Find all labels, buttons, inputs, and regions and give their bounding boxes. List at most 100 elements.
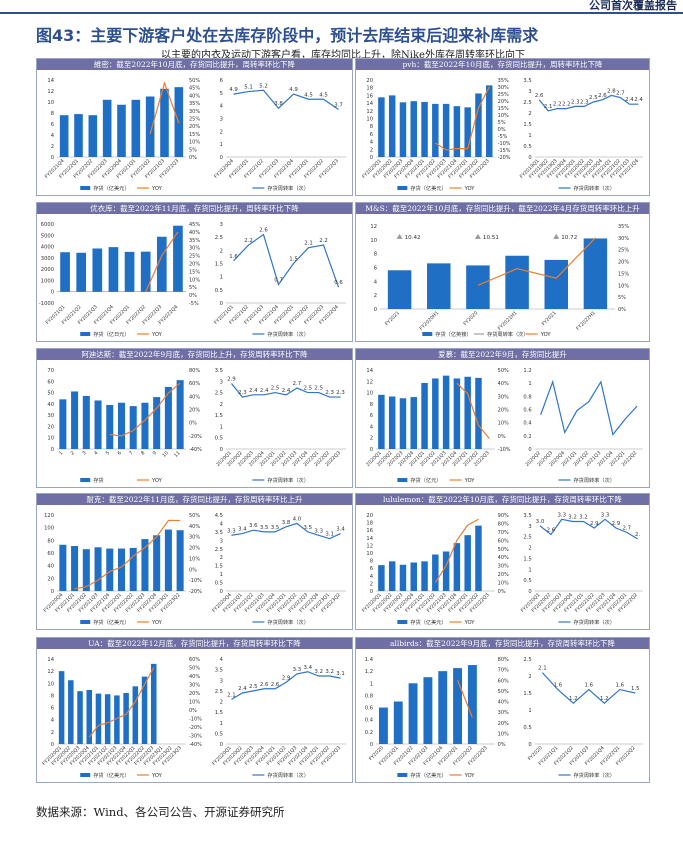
- x-tick-label: FY2021: [384, 310, 401, 327]
- x-tick-label: FY2021H1: [497, 310, 519, 332]
- chart-victorias-secret: 02468101214FY2021Q4FY2022Q1FY2022Q2FY202…: [44, 78, 346, 192]
- y2-tick-label: 20%: [189, 408, 200, 414]
- y2-tick-label: 60%: [498, 538, 509, 544]
- y2-tick-label: 25%: [498, 92, 509, 98]
- y2-tick-label: 35%: [618, 224, 629, 230]
- data-label: 2.8: [607, 88, 616, 94]
- y-tick-label: 4: [370, 424, 374, 430]
- y-tick-label: 1.2: [523, 368, 531, 374]
- y-tick-label: 2: [370, 147, 373, 153]
- y-tick-label: 4: [220, 104, 224, 110]
- data-label: 4.9: [229, 87, 238, 93]
- y-tick-label: 0: [528, 589, 531, 595]
- bar: [432, 378, 439, 449]
- y-tick-label: 3.5: [215, 368, 223, 374]
- turnover-line: [540, 379, 638, 436]
- bar: [60, 252, 70, 292]
- y-tick-label: 0: [51, 589, 54, 595]
- y2-tick-label: 40%: [498, 700, 509, 706]
- y-tick-label: 3: [220, 222, 223, 228]
- bar: [117, 104, 126, 157]
- data-label: 1.2: [600, 696, 609, 702]
- bar: [421, 561, 428, 591]
- data-label: 2.4: [282, 388, 291, 394]
- data-label: 2.9: [612, 521, 621, 527]
- y2-tick-label: 35%: [189, 238, 200, 244]
- y-tick-label: 120: [44, 513, 54, 519]
- bar: [388, 95, 396, 157]
- data-label: 4.5: [319, 92, 328, 98]
- yoy-line: [88, 667, 155, 738]
- legend-turnover-label: 存货周转率（次）: [573, 771, 615, 779]
- y-tick-label: 0.5: [523, 725, 531, 731]
- y-tick-label: 1.5: [215, 564, 223, 570]
- y2-tick-label: 30%: [618, 236, 629, 242]
- bar: [150, 663, 157, 744]
- panel-header: 优衣库：截至2022年11月底，存货同比提升，周转率环比下降: [37, 203, 352, 214]
- data-label: 1.2: [569, 696, 578, 702]
- legend-turnover-label: 存货周转率（次）: [267, 618, 309, 626]
- y-tick-label: 12: [370, 224, 377, 230]
- x-tick-label: 4: [93, 450, 99, 456]
- y-tick-label: 1: [220, 275, 223, 281]
- y-tick-label: 0: [370, 447, 373, 453]
- data-label: 3.6: [249, 523, 258, 529]
- bar: [140, 251, 151, 292]
- x-tick-label: 6: [117, 450, 123, 456]
- bar: [58, 671, 65, 744]
- y-tick-label: 2: [374, 293, 377, 299]
- y-tick-label: 1: [528, 133, 531, 139]
- y-tick-label: 0.2: [365, 730, 373, 736]
- y-tick-label: 10: [47, 681, 54, 687]
- y-tick-label: 0: [220, 301, 223, 307]
- bar: [432, 554, 439, 591]
- y2-tick-label: 35%: [189, 101, 200, 107]
- bar: [114, 695, 120, 744]
- y-tick-label: 0: [51, 742, 54, 748]
- y-tick-label: 6: [370, 566, 373, 572]
- turnover-line: [231, 522, 341, 540]
- y-tick-label: 3: [220, 678, 223, 684]
- y-tick-label: 10: [366, 117, 373, 123]
- panel-aimer: 爱慕：截至2022年9月，存货同比提升 0 2 4 6 8 10 12 14 2020Q1 202…: [355, 348, 650, 488]
- y-tick-label: 3.5: [523, 78, 531, 84]
- data-label: 2.5: [589, 95, 598, 101]
- legend-yoy-label: YOY: [151, 332, 163, 338]
- y-tick-label: 1.4: [365, 657, 374, 663]
- y2-tick-label: 0%: [189, 421, 197, 427]
- y-tick-label: 6: [51, 706, 54, 712]
- y-tick-label: 14: [47, 78, 54, 84]
- data-label: 2.1: [538, 666, 547, 672]
- yoy-line: [477, 237, 596, 286]
- panel-pvh: pvh：截至2022年10月底，存货同比提升，周转率环比下降 0 2 4 6 8 10 12…: [355, 58, 650, 196]
- y2-tick-label: 30%: [498, 564, 509, 570]
- bar: [399, 564, 407, 591]
- y2-tick-label: 40%: [498, 555, 509, 561]
- legend-bar-label: 存货（亿日元）: [93, 330, 129, 338]
- bar: [129, 547, 137, 591]
- y2-tick-label: 45%: [189, 222, 200, 228]
- y-tick-label: 6: [370, 413, 373, 419]
- legend-yoy-label: YOY: [464, 478, 476, 484]
- y2-tick-label: 40%: [189, 674, 200, 680]
- y-tick-label: 5000: [41, 233, 54, 239]
- y-tick-label: 2.5: [215, 391, 223, 397]
- data-label: 3.2: [314, 669, 323, 675]
- legend-bar-label: 存货（亿美元）: [93, 771, 129, 779]
- y-tick-label: 2: [528, 674, 531, 680]
- data-label: 2.6: [271, 682, 280, 688]
- yoy-line: [109, 382, 181, 437]
- bar: [583, 238, 608, 309]
- panel-header: pvh：截至2022年10月底，存货同比提升，周转率环比下降: [356, 59, 649, 70]
- legend-bar-label: 存货（亿元）: [410, 476, 441, 484]
- y2-tick-label: 70%: [498, 668, 509, 674]
- bar: [145, 96, 155, 157]
- data-label: 3.7: [334, 103, 343, 109]
- data-label: 2.2: [244, 238, 253, 244]
- bar: [505, 255, 529, 309]
- y-tick-label: 0.5: [215, 731, 223, 737]
- bar: [378, 97, 385, 157]
- bar: [378, 565, 385, 591]
- data-label: 2.2: [319, 238, 328, 244]
- bar: [432, 103, 439, 157]
